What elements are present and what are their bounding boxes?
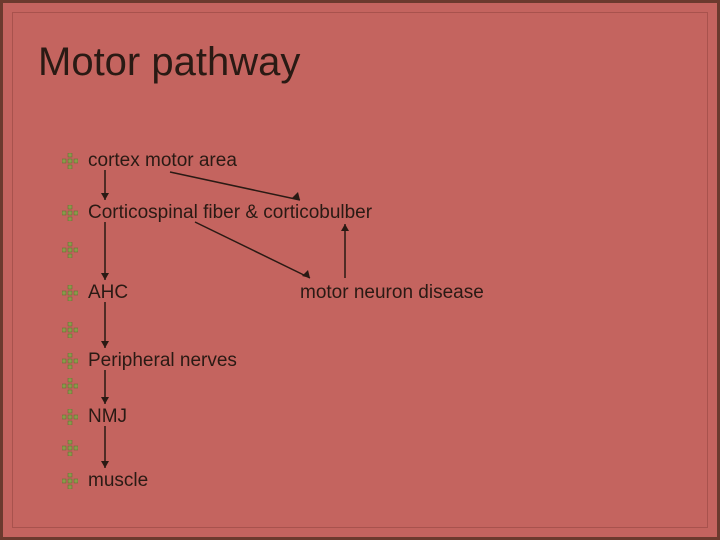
bullet-label: cortex motor area <box>88 150 237 172</box>
bullet-item <box>62 322 88 338</box>
slide: Motor pathway cortex motor area Corticos… <box>0 0 720 540</box>
bullet-item: NMJ <box>62 406 127 428</box>
bullet-item: cortex motor area <box>62 150 237 172</box>
bullet-icon <box>62 409 78 425</box>
bullet-label: muscle <box>88 470 148 492</box>
bullet-label: AHC <box>88 282 128 304</box>
bullet-icon <box>62 378 78 394</box>
bullet-icon <box>62 473 78 489</box>
bullet-item: muscle <box>62 470 148 492</box>
bullet-label: NMJ <box>88 406 127 428</box>
bullet-icon <box>62 285 78 301</box>
bullet-item: AHC <box>62 282 128 304</box>
bullet-item <box>62 440 88 456</box>
inner-panel <box>12 12 708 528</box>
bullet-icon <box>62 322 78 338</box>
bullet-item <box>62 378 88 394</box>
bullet-icon <box>62 205 78 221</box>
bullet-label: Corticospinal fiber & corticobulber <box>88 202 372 224</box>
bullet-item <box>62 242 88 258</box>
inline-extra-label: motor neuron disease <box>300 282 484 304</box>
bullet-icon <box>62 153 78 169</box>
bullet-label: Peripheral nerves <box>88 350 237 372</box>
bullet-icon <box>62 353 78 369</box>
bullet-item: Corticospinal fiber & corticobulber <box>62 202 372 224</box>
bullet-icon <box>62 242 78 258</box>
slide-title: Motor pathway <box>38 40 300 85</box>
bullet-icon <box>62 440 78 456</box>
bullet-item: Peripheral nerves <box>62 350 237 372</box>
